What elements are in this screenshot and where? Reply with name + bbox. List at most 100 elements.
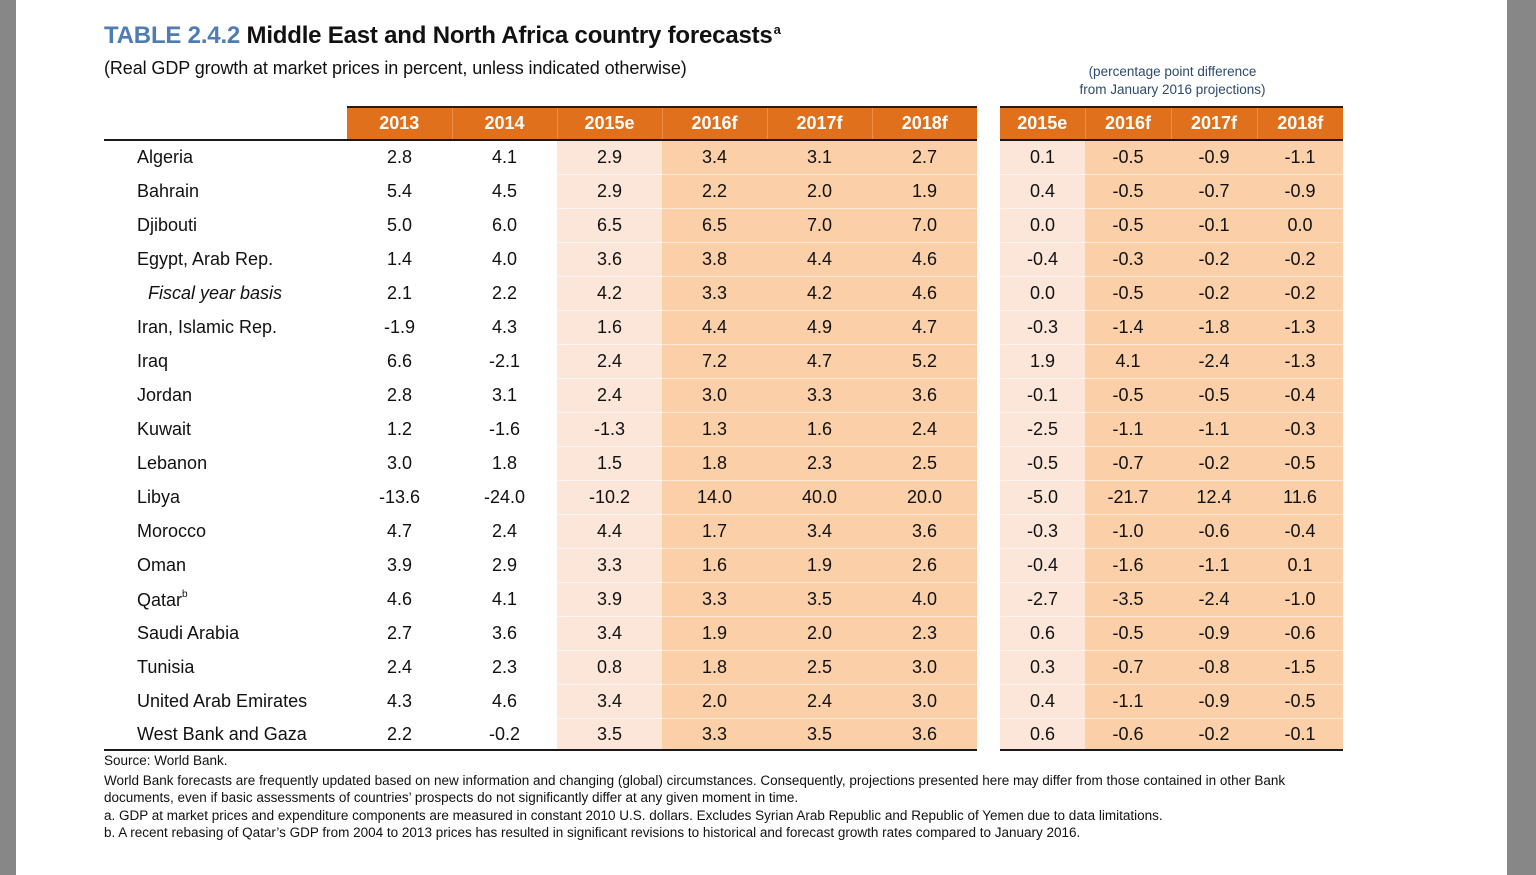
value-cell: 2.2 <box>347 718 452 751</box>
value-cell: 2.5 <box>767 650 872 685</box>
value-cell: 3.1 <box>452 378 557 413</box>
country-cell: Morocco <box>104 514 347 549</box>
country-name: Jordan <box>137 385 193 405</box>
value-cell: 4.3 <box>347 684 452 719</box>
table-notes: Source: World Bank. World Bank forecasts… <box>104 752 1344 842</box>
value-cell: 2.3 <box>452 650 557 685</box>
value-cell: 2.7 <box>872 140 977 175</box>
difference-cell: -21.7 <box>1085 480 1171 515</box>
table-row: -2.7 -3.5 -2.4 -1.0 <box>1000 582 1343 617</box>
right-gray-border <box>1507 0 1536 875</box>
difference-cell: -0.7 <box>1171 174 1257 209</box>
difference-note-line1: (percentage point difference <box>1088 64 1257 79</box>
table-row: -2.5 -1.1 -1.1 -0.3 <box>1000 412 1343 447</box>
difference-note: (percentage point difference from Januar… <box>1040 63 1305 99</box>
value-cell: 7.0 <box>872 208 977 243</box>
difference-cell: -0.5 <box>1257 684 1343 719</box>
country-cell: Libya <box>104 480 347 515</box>
value-cell: 2.2 <box>452 276 557 311</box>
value-cell: 1.9 <box>872 174 977 209</box>
column-header: 2018f <box>1256 106 1343 141</box>
value-cell: 1.6 <box>662 548 767 583</box>
value-cell: 3.8 <box>662 242 767 277</box>
table-row: Fiscal year basis 2.1 2.2 4.2 3.3 4.2 4.6 <box>104 276 977 311</box>
difference-cell: 12.4 <box>1171 480 1257 515</box>
difference-cell: -2.4 <box>1171 344 1257 379</box>
country-cell: Djibouti <box>104 208 347 243</box>
table-row: Egypt, Arab Rep. 1.4 4.0 3.6 3.8 4.4 4.6 <box>104 242 977 277</box>
difference-cell: -0.1 <box>1171 208 1257 243</box>
difference-cell: -0.2 <box>1171 718 1257 751</box>
country-name: Tunisia <box>137 657 195 677</box>
value-cell: 1.6 <box>557 310 662 345</box>
difference-cell: -1.3 <box>1257 310 1343 345</box>
forecast-table: 2013 2014 2015e 2016f 2017f 2018f Algeri… <box>104 106 977 751</box>
value-cell: 3.6 <box>872 718 977 751</box>
table-title-text: Middle East and North Africa country for… <box>246 22 773 49</box>
value-cell: 2.4 <box>452 514 557 549</box>
value-cell: 2.4 <box>557 378 662 413</box>
table-row: West Bank and Gaza 2.2 -0.2 3.5 3.3 3.5 3.6 <box>104 718 977 751</box>
difference-cell: -0.7 <box>1085 650 1171 685</box>
value-cell: 4.1 <box>452 582 557 617</box>
value-cell: 1.8 <box>662 650 767 685</box>
difference-cell: -0.3 <box>1000 310 1085 345</box>
table-row: Iraq 6.6 -2.1 2.4 7.2 4.7 5.2 <box>104 344 977 379</box>
footnote-b: b. A recent rebasing of Qatar’s GDP from… <box>104 825 1081 840</box>
column-header: 2014 <box>451 106 557 141</box>
value-cell: 5.0 <box>347 208 452 243</box>
value-cell: 2.9 <box>557 140 662 175</box>
column-header: 2017f <box>766 106 872 141</box>
value-cell: 1.3 <box>662 412 767 447</box>
value-cell: 20.0 <box>872 480 977 515</box>
table-row: Bahrain 5.4 4.5 2.9 2.2 2.0 1.9 <box>104 174 977 209</box>
difference-cell: -0.6 <box>1257 616 1343 651</box>
table-row: Jordan 2.8 3.1 2.4 3.0 3.3 3.6 <box>104 378 977 413</box>
difference-cell: -0.2 <box>1257 276 1343 311</box>
value-cell: 1.9 <box>662 616 767 651</box>
country-cell: Algeria <box>104 140 347 175</box>
value-cell: 4.4 <box>767 242 872 277</box>
difference-cell: -0.5 <box>1085 140 1171 175</box>
difference-cell: 11.6 <box>1257 480 1343 515</box>
value-cell: 3.3 <box>662 582 767 617</box>
difference-cell: -0.3 <box>1085 242 1171 277</box>
value-cell: 4.0 <box>872 582 977 617</box>
value-cell: 2.6 <box>872 548 977 583</box>
difference-cell: 0.4 <box>1000 174 1085 209</box>
value-cell: 2.2 <box>662 174 767 209</box>
country-cell: Iraq <box>104 344 347 379</box>
value-cell: 4.0 <box>452 242 557 277</box>
value-cell: 2.3 <box>767 446 872 481</box>
difference-cell: -1.1 <box>1085 684 1171 719</box>
value-cell: -1.6 <box>452 412 557 447</box>
difference-cell: -3.5 <box>1085 582 1171 617</box>
value-cell: 4.9 <box>767 310 872 345</box>
value-cell: -24.0 <box>452 480 557 515</box>
column-header: 2017f <box>1170 106 1257 141</box>
difference-cell: -1.1 <box>1085 412 1171 447</box>
difference-cell: -0.9 <box>1171 140 1257 175</box>
value-cell: 4.5 <box>452 174 557 209</box>
value-cell: 3.6 <box>872 378 977 413</box>
difference-cell: -0.9 <box>1171 616 1257 651</box>
table-row: -0.3 -1.4 -1.8 -1.3 <box>1000 310 1343 345</box>
value-cell: 1.2 <box>347 412 452 447</box>
value-cell: 4.6 <box>452 684 557 719</box>
table-row: -0.4 -0.3 -0.2 -0.2 <box>1000 242 1343 277</box>
country-name: Algeria <box>137 147 194 167</box>
value-cell: 1.8 <box>452 446 557 481</box>
value-cell: 4.4 <box>557 514 662 549</box>
difference-note-line2: from January 2016 projections) <box>1079 82 1266 97</box>
difference-cell: -0.7 <box>1085 446 1171 481</box>
value-cell: 2.8 <box>386 147 413 167</box>
difference-cell: -0.4 <box>1000 548 1085 583</box>
country-name: Morocco <box>137 521 207 541</box>
difference-cell: -1.4 <box>1085 310 1171 345</box>
value-cell: 4.7 <box>347 514 452 549</box>
column-header: 2013 <box>347 106 452 141</box>
value-cell: 4.6 <box>872 276 977 311</box>
table-row: United Arab Emirates 4.3 4.6 3.4 2.0 2.4 3.0 <box>104 684 977 719</box>
difference-cell: -0.2 <box>1171 446 1257 481</box>
difference-header-row: 2015e 2016f 2017f 2018f <box>1000 106 1343 141</box>
